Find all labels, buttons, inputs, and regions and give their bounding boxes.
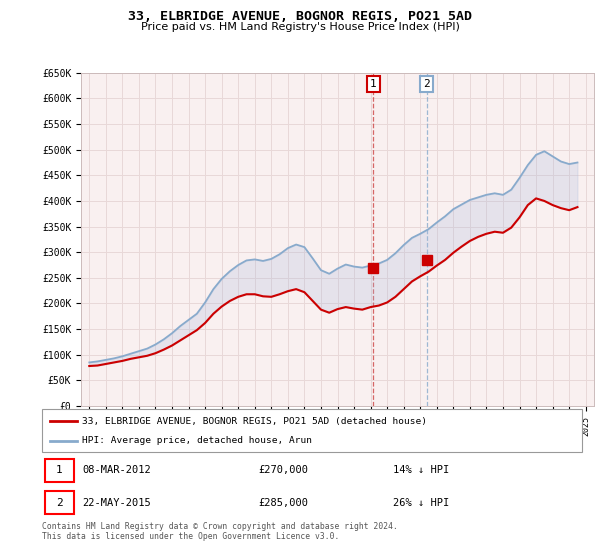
Text: 2: 2 (56, 498, 62, 508)
Text: 22-MAY-2015: 22-MAY-2015 (83, 498, 151, 508)
Text: 33, ELBRIDGE AVENUE, BOGNOR REGIS, PO21 5AD (detached house): 33, ELBRIDGE AVENUE, BOGNOR REGIS, PO21 … (83, 417, 427, 426)
FancyBboxPatch shape (45, 459, 74, 482)
Text: 2: 2 (423, 79, 430, 89)
Text: £270,000: £270,000 (258, 465, 308, 475)
Text: Contains HM Land Registry data © Crown copyright and database right 2024.
This d: Contains HM Land Registry data © Crown c… (42, 522, 398, 542)
Text: 08-MAR-2012: 08-MAR-2012 (83, 465, 151, 475)
Text: Price paid vs. HM Land Registry's House Price Index (HPI): Price paid vs. HM Land Registry's House … (140, 22, 460, 32)
Text: 1: 1 (56, 465, 62, 475)
Text: 1: 1 (370, 79, 377, 89)
Text: 33, ELBRIDGE AVENUE, BOGNOR REGIS, PO21 5AD: 33, ELBRIDGE AVENUE, BOGNOR REGIS, PO21 … (128, 10, 472, 23)
FancyBboxPatch shape (42, 409, 582, 452)
Text: £285,000: £285,000 (258, 498, 308, 508)
Text: 26% ↓ HPI: 26% ↓ HPI (393, 498, 449, 508)
Text: HPI: Average price, detached house, Arun: HPI: Average price, detached house, Arun (83, 436, 313, 445)
Text: 14% ↓ HPI: 14% ↓ HPI (393, 465, 449, 475)
FancyBboxPatch shape (45, 492, 74, 514)
